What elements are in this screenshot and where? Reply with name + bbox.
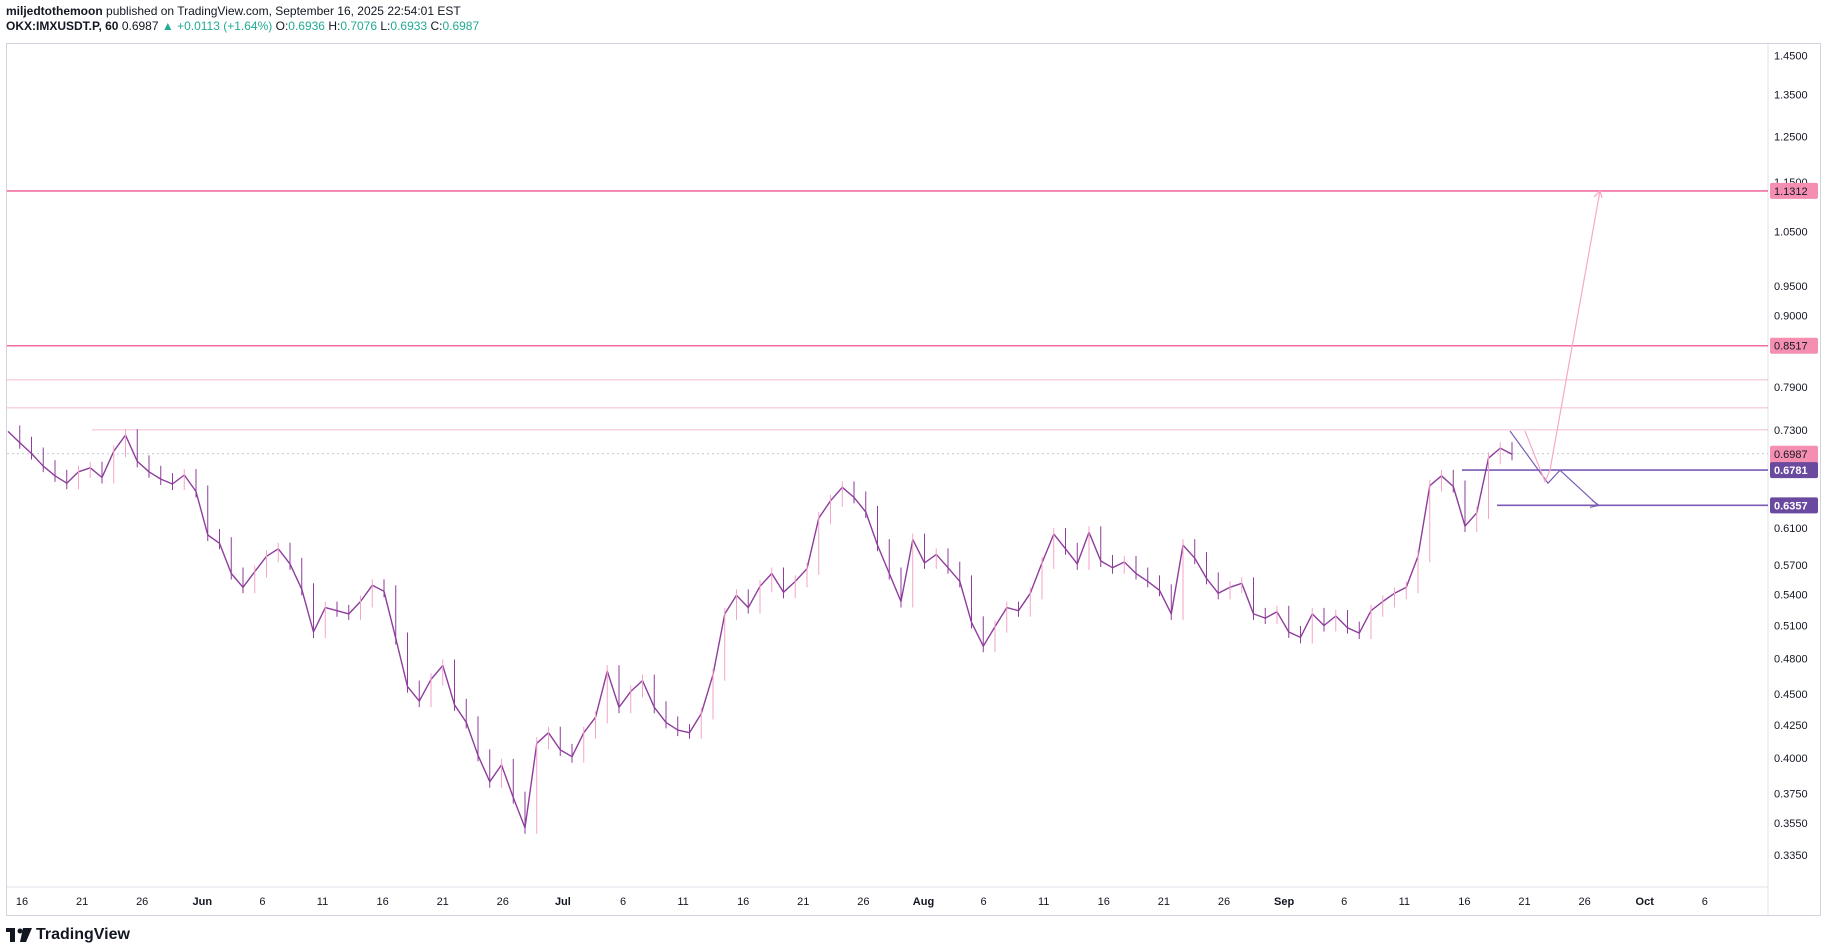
x-tick-label: 26 — [1218, 896, 1230, 908]
high-value: 0.7076 — [340, 19, 378, 33]
tradingview-logo-text: TradingView — [36, 926, 130, 943]
projection-path-up[interactable] — [1524, 190, 1601, 484]
y-tick-label: 0.5100 — [1774, 621, 1808, 633]
y-tick-label: 0.7300 — [1774, 425, 1808, 437]
y-tick-label: 0.7900 — [1774, 382, 1808, 394]
x-tick-label: 6 — [1341, 896, 1347, 908]
projection-path-down[interactable] — [1509, 430, 1599, 506]
x-tick-label: 16 — [737, 896, 749, 908]
arrow-head-down — [1589, 499, 1601, 508]
open-value: 0.6936 — [288, 19, 325, 33]
publish-info: published on TradingView.com, September … — [106, 4, 461, 18]
x-tick-label: 21 — [437, 896, 449, 908]
y-tick-label: 0.5700 — [1774, 560, 1808, 572]
author-name[interactable]: miljedtothemoon — [6, 4, 103, 18]
x-tick-label: 16 — [376, 896, 388, 908]
x-tick-label: 6 — [620, 896, 626, 908]
price-tag-current — [1770, 445, 1818, 462]
price-tag-pink — [1770, 182, 1818, 199]
x-tick-label: 11 — [317, 896, 328, 908]
price-series-line[interactable] — [7, 430, 1513, 829]
x-tick-label: 11 — [1038, 896, 1049, 908]
y-tick-label: 0.5400 — [1774, 589, 1808, 601]
x-tick-label: 16 — [1098, 896, 1110, 908]
publish-line: miljedtothemoon published on TradingView… — [6, 4, 479, 19]
x-tick-label: 6 — [981, 896, 987, 908]
x-tick-label: 26 — [136, 896, 148, 908]
symbol-line: OKX:IMXUSDT.P, 60 0.6987 ▲ +0.0113 (+1.6… — [6, 19, 479, 34]
price-tag-label: 0.6357 — [1774, 500, 1808, 512]
y-tick-label: 0.4250 — [1774, 720, 1808, 732]
tradingview-logo[interactable]: TradingView — [6, 925, 130, 945]
y-tick-label: 0.4500 — [1774, 689, 1808, 701]
price-change: ▲ +0.0113 (+1.64%) — [161, 19, 273, 33]
price-tag-purple — [1770, 497, 1818, 514]
open-label: O: — [275, 19, 289, 33]
y-tick-label: 0.3550 — [1774, 818, 1808, 830]
y-tick-label: 0.3750 — [1774, 788, 1808, 800]
last-price: 0.6987 — [121, 19, 159, 33]
y-tick-label: 0.9500 — [1774, 281, 1808, 293]
price-tag-label: 0.8517 — [1774, 341, 1808, 353]
chart-header: miljedtothemoon published on TradingView… — [6, 4, 479, 34]
low-value: 0.6933 — [390, 19, 428, 33]
price-tag-pink — [1770, 337, 1818, 354]
price-tag-purple — [1770, 462, 1818, 479]
chart-frame[interactable] — [6, 43, 1821, 916]
x-tick-label: 21 — [1158, 896, 1170, 908]
close-value: 0.6987 — [442, 19, 480, 33]
x-tick-label: Oct — [1636, 896, 1655, 908]
price-tag-label: 1.1312 — [1774, 186, 1808, 198]
x-tick-label: 6 — [1702, 896, 1708, 908]
x-tick-label: 6 — [259, 896, 265, 908]
x-tick-label: 26 — [857, 896, 869, 908]
y-tick-label: 0.3350 — [1774, 850, 1808, 862]
tradingview-logo-icon — [6, 928, 32, 942]
y-tick-label: 0.9000 — [1774, 311, 1808, 323]
x-tick-label: 16 — [16, 896, 28, 908]
x-tick-label: Jul — [555, 896, 571, 908]
x-tick-label: 21 — [1518, 896, 1530, 908]
price-tag-label: 0.6987 — [1774, 449, 1808, 461]
y-tick-label: 0.4800 — [1774, 654, 1808, 666]
high-label: H: — [328, 19, 341, 33]
x-tick-label: Aug — [913, 896, 934, 908]
x-tick-label: 26 — [1578, 896, 1590, 908]
y-tick-label: 1.2500 — [1774, 131, 1808, 143]
price-tag-label: 0.6781 — [1774, 465, 1808, 477]
close-label: C: — [430, 19, 443, 33]
y-tick-label: 1.0500 — [1774, 227, 1808, 239]
y-tick-label: 1.4500 — [1774, 50, 1808, 62]
low-label: L: — [380, 19, 391, 33]
x-tick-label: 21 — [797, 896, 809, 908]
x-tick-label: 11 — [677, 896, 688, 908]
y-tick-label: 1.3500 — [1774, 89, 1808, 101]
x-tick-label: 21 — [76, 896, 88, 908]
x-tick-label: Jun — [193, 896, 213, 908]
symbol-interval[interactable]: OKX:IMXUSDT.P, 60 — [6, 19, 119, 33]
y-tick-label: 0.6100 — [1774, 523, 1808, 535]
x-tick-label: 16 — [1458, 896, 1470, 908]
x-tick-label: Sep — [1274, 896, 1294, 908]
arrow-head-up — [1593, 189, 1603, 199]
x-tick-label: 26 — [497, 896, 509, 908]
x-tick-label: 11 — [1399, 896, 1410, 908]
y-tick-label: 0.4000 — [1774, 753, 1808, 765]
